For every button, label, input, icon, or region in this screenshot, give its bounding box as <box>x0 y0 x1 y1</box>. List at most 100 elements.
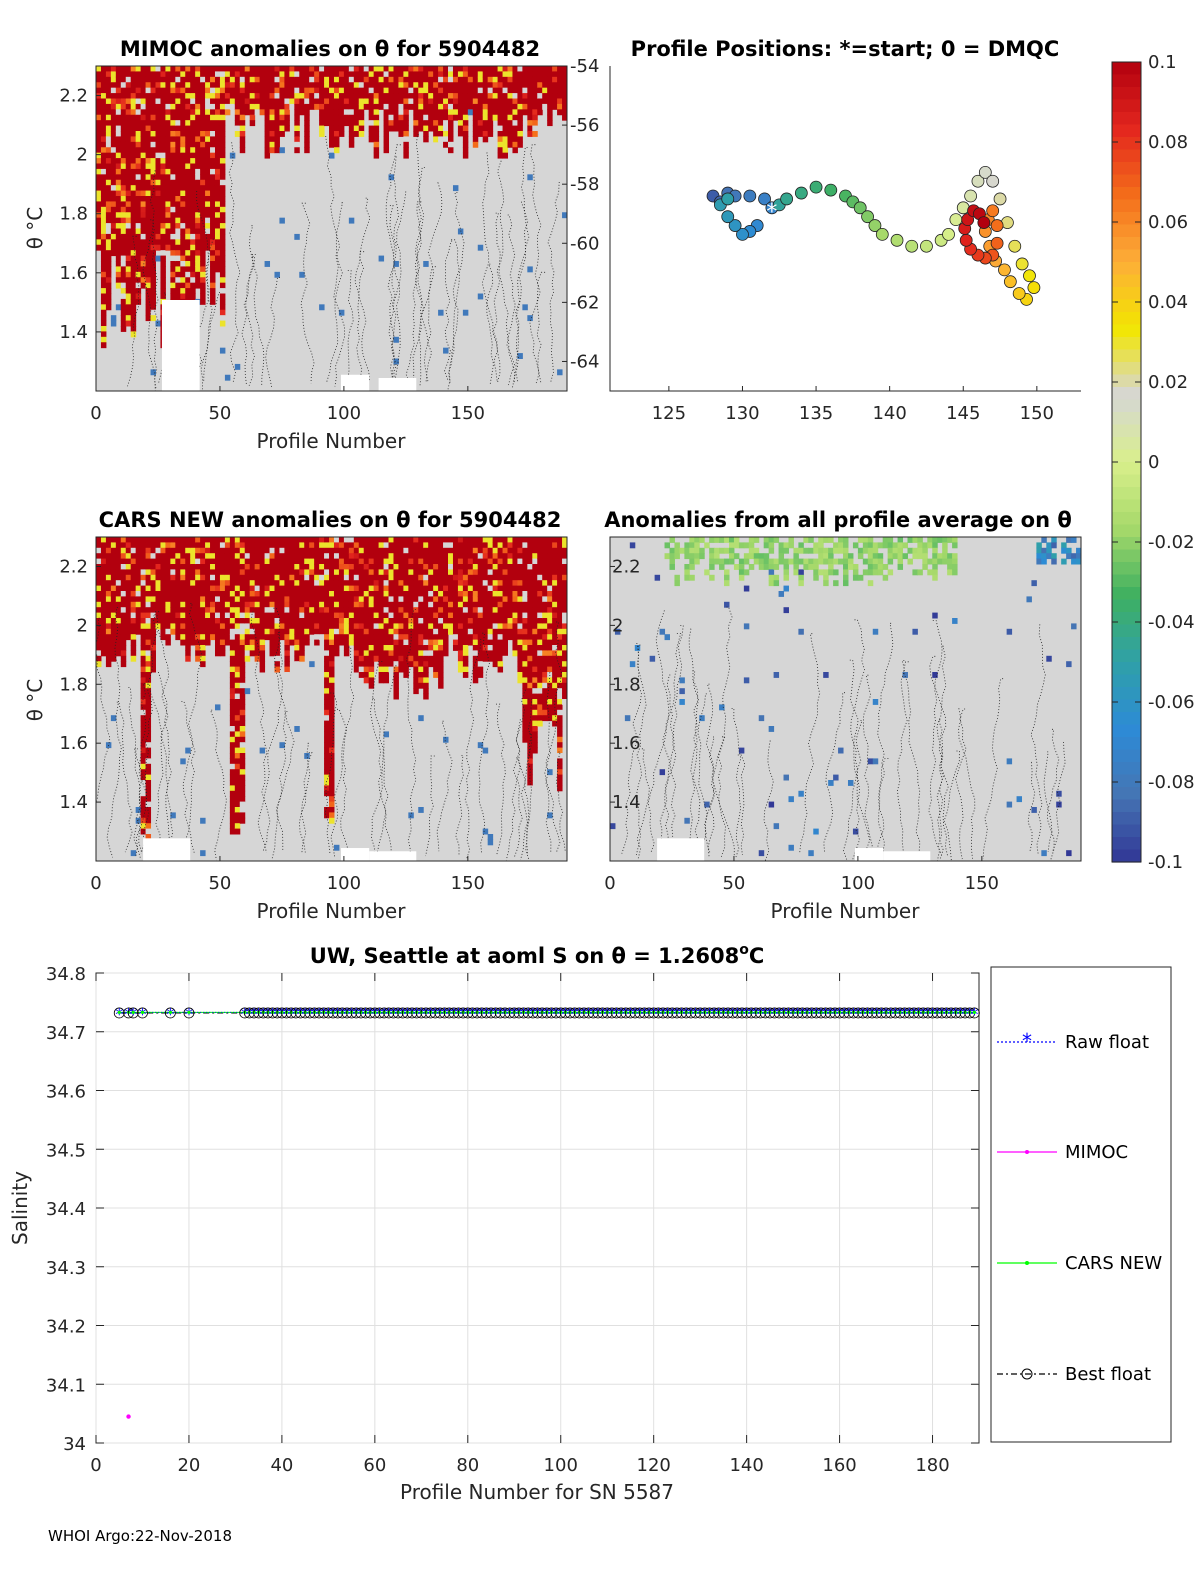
heatmap-cell <box>135 168 142 175</box>
heatmap-cell <box>269 596 275 603</box>
heatmap-cell <box>150 158 156 164</box>
heatmap-cell <box>130 564 137 570</box>
heatmap-cell <box>190 82 196 89</box>
heatmap-cell <box>239 537 246 543</box>
heatmap-cell <box>522 704 528 711</box>
heatmap-cell <box>462 574 469 581</box>
heatmap-cell <box>457 71 464 78</box>
heatmap-cell <box>130 147 137 154</box>
heatmap-cell <box>319 93 325 99</box>
heatmap-cell <box>562 688 567 695</box>
heatmap-cell <box>200 850 206 857</box>
heatmap-cell <box>274 601 280 608</box>
heatmap-cell <box>279 542 285 549</box>
heatmap-cell <box>120 591 127 597</box>
heatmap-cell <box>195 655 201 662</box>
heatmap-cell <box>542 715 548 722</box>
heatmap-cell <box>547 114 553 121</box>
heatmap-cell <box>304 131 310 137</box>
heatmap-cell <box>229 152 236 159</box>
heatmap-cell <box>304 618 310 624</box>
heatmap-cell <box>704 801 710 808</box>
heatmap-cell <box>100 163 107 170</box>
heatmap-cell <box>403 152 409 159</box>
heatmap-cell <box>547 639 553 646</box>
heatmap-cell <box>477 98 484 105</box>
heatmap-cell <box>110 109 117 116</box>
heatmap-cell <box>522 87 528 94</box>
heatmap-cell <box>368 645 375 651</box>
heatmap-cell <box>264 261 271 267</box>
heatmap-cell <box>185 168 191 175</box>
heatmap-cell <box>130 255 137 262</box>
heatmap-cell <box>249 585 256 592</box>
heatmap-cell <box>314 93 320 99</box>
heatmap-cell <box>180 212 186 219</box>
heatmap-cell <box>145 542 152 549</box>
heatmap-cell <box>378 564 385 570</box>
heatmap-cell <box>448 66 454 72</box>
heatmap-cell <box>269 542 275 549</box>
heatmap-cell <box>130 331 137 338</box>
heatmap-cell <box>205 591 211 597</box>
profile-position-point <box>875 228 889 241</box>
heatmap-cell <box>96 76 102 83</box>
heatmap-cell <box>130 277 137 284</box>
heatmap-cell <box>190 255 196 262</box>
heatmap-cell <box>195 158 201 164</box>
heatmap-cell <box>329 796 335 803</box>
heatmap-cell <box>140 564 147 570</box>
heatmap-cell <box>145 780 152 786</box>
heatmap-cell <box>502 93 509 99</box>
heatmap-cell <box>180 114 186 121</box>
heatmap-cell <box>155 114 161 121</box>
heatmap-cell <box>324 763 330 770</box>
profile-position-point <box>861 210 874 224</box>
heatmap-cell <box>279 564 285 570</box>
heatmap-cell <box>527 591 533 597</box>
heatmap-cell <box>348 103 355 110</box>
heatmap-cell <box>244 82 251 89</box>
heatmap-cell <box>532 71 538 78</box>
heatmap-cell <box>552 655 558 662</box>
heatmap-cell <box>130 596 137 603</box>
heatmap-cell <box>438 125 444 132</box>
heatmap-cell <box>467 612 474 619</box>
heatmap-cell <box>547 553 553 560</box>
heatmap-cell <box>329 618 335 624</box>
heatmap-cell <box>214 250 221 257</box>
heatmap-cell <box>274 136 280 143</box>
heatmap-cell <box>373 553 380 560</box>
heatmap-cell <box>472 639 479 646</box>
heatmap-cell <box>299 596 305 603</box>
heatmap-cell <box>358 547 365 554</box>
heatmap-cell <box>294 103 300 110</box>
heatmap-cell <box>249 542 256 549</box>
heatmap-cell <box>165 185 171 192</box>
heatmap-cell <box>180 168 186 175</box>
heatmap-cell <box>472 141 479 148</box>
heatmap-cell <box>497 666 504 673</box>
heatmap-cell <box>135 298 142 305</box>
heatmap-cell <box>110 558 117 565</box>
heatmap-cell <box>333 136 340 143</box>
heatmap-cell <box>234 828 241 835</box>
heatmap-cell <box>363 661 370 668</box>
heatmap-cell <box>145 201 152 208</box>
heatmap-cell <box>462 569 469 576</box>
heatmap-cell <box>329 726 335 732</box>
heatmap-cell <box>502 607 509 614</box>
heatmap-cell <box>210 574 216 581</box>
heatmap-cell <box>115 141 122 148</box>
heatmap-cell <box>239 569 246 576</box>
heatmap-cell <box>383 93 390 99</box>
heatmap-cell <box>403 623 409 630</box>
heatmap-cell <box>363 98 370 105</box>
heatmap-cell <box>408 93 414 99</box>
x-tick-label: 145 <box>946 403 980 424</box>
heatmap-cell <box>547 558 553 565</box>
heatmap-cell <box>239 709 246 716</box>
heatmap-cell <box>393 596 399 603</box>
heatmap-cell <box>115 93 122 99</box>
